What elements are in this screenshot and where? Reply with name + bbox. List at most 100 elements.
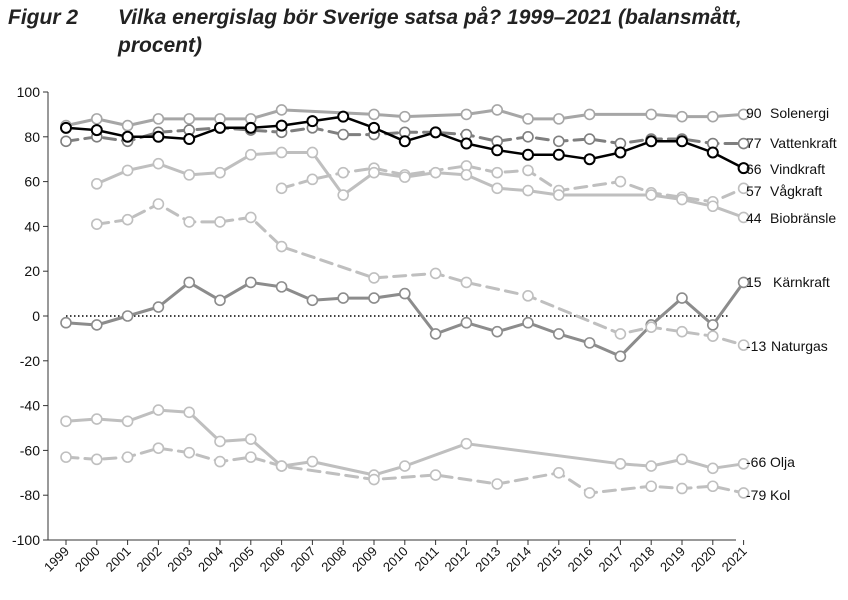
data-point-biobransle: [214, 166, 226, 179]
data-point-naturgas: [91, 218, 103, 230]
data-point-vindkraft: [368, 121, 380, 134]
y-tick-label: 40: [24, 218, 40, 234]
data-point-biobransle: [522, 184, 534, 197]
data-point-naturgas: [429, 267, 442, 280]
data-point-olja: [737, 458, 750, 470]
series-label-naturgas: Naturgas: [771, 338, 828, 354]
data-point-naturgas: [614, 328, 627, 340]
data-point-vindkraft: [737, 162, 750, 175]
data-point-olja: [460, 437, 473, 450]
data-point-biobransle: [245, 148, 257, 161]
data-point-kol: [368, 473, 380, 486]
data-point-kol: [60, 451, 72, 463]
data-point-karnkraft: [706, 319, 719, 331]
series-label-kol: Kol: [770, 487, 790, 503]
data-point-vattenkraft: [737, 137, 750, 150]
x-tick-label: 2016: [565, 544, 596, 575]
data-point-vindkraft: [306, 115, 319, 128]
data-point-naturgas: [275, 240, 288, 253]
data-point-naturgas: [214, 216, 226, 228]
data-point-kol: [706, 480, 719, 493]
data-point-biobransle: [306, 146, 319, 159]
data-point-solenergi: [460, 108, 473, 121]
x-tick-label: 2006: [257, 544, 288, 575]
x-tick-label: 2002: [133, 544, 164, 575]
data-point-biobransle: [91, 178, 103, 190]
x-tick-label: 2019: [657, 544, 688, 575]
data-point-biobransle: [121, 164, 134, 177]
data-point-biobransle: [429, 166, 442, 179]
end-value-olja: -66: [746, 454, 766, 470]
data-point-kol: [275, 460, 288, 472]
data-point-karnkraft: [583, 337, 596, 349]
data-point-vagkraft: [737, 182, 750, 195]
data-point-biobransle: [706, 200, 719, 213]
data-point-karnkraft: [552, 328, 565, 340]
end-value-solenergi: 90: [746, 105, 762, 121]
data-point-olja: [91, 413, 103, 425]
end-value-vattenkraft: 77: [746, 135, 762, 151]
data-point-karnkraft: [306, 294, 319, 307]
data-point-karnkraft: [368, 292, 380, 304]
x-tick-label: 2000: [72, 544, 103, 575]
y-tick-label: -60: [20, 442, 40, 458]
data-point-karnkraft: [429, 328, 442, 340]
data-point-vattenkraft: [60, 135, 72, 148]
data-point-olja: [214, 435, 226, 448]
y-tick-label: 20: [24, 263, 40, 279]
data-point-biobransle: [337, 189, 350, 201]
data-point-biobransle: [183, 169, 195, 181]
data-point-solenergi: [676, 110, 688, 123]
data-point-olja: [706, 462, 719, 475]
data-point-biobransle: [645, 189, 658, 201]
series-line-vagkraft: [280, 164, 746, 204]
series-label-biobransle: Biobränsle: [770, 210, 836, 226]
data-point-vagkraft: [306, 173, 319, 186]
x-tick-label: 2008: [318, 544, 349, 575]
data-point-solenergi: [583, 108, 596, 121]
data-point-karnkraft: [522, 316, 534, 329]
y-tick-label: -100: [12, 532, 40, 548]
data-point-karnkraft: [491, 325, 504, 338]
data-point-naturgas: [737, 339, 750, 351]
data-point-solenergi: [706, 110, 719, 123]
data-point-vindkraft: [552, 148, 565, 161]
end-value-naturgas: -13: [746, 338, 766, 354]
data-point-biobransle: [275, 146, 288, 159]
data-point-kol: [183, 446, 195, 459]
data-point-vindkraft: [183, 133, 196, 146]
series-lines: [64, 108, 746, 495]
data-point-solenergi: [491, 104, 504, 116]
data-point-karnkraft: [245, 276, 257, 289]
data-point-vattenkraft: [337, 128, 350, 141]
end-value-biobransle: 44: [746, 210, 762, 226]
x-tick-label: 2015: [534, 544, 565, 575]
x-tick-label: 2011: [411, 544, 441, 574]
series-label-vindkraft: Vindkraft: [770, 161, 825, 177]
data-point-naturgas: [152, 198, 165, 210]
series-label-solenergi: Solenergi: [770, 105, 829, 121]
data-point-biobransle: [491, 182, 504, 195]
data-point-solenergi: [552, 113, 565, 125]
data-point-naturgas: [676, 325, 688, 338]
data-point-biobransle: [460, 169, 473, 181]
data-point-solenergi: [368, 108, 380, 121]
data-point-naturgas: [121, 213, 134, 226]
data-point-vindkraft: [676, 135, 688, 148]
data-point-biobransle: [737, 211, 750, 224]
data-point-biobransle: [398, 171, 411, 183]
data-point-olja: [121, 415, 134, 428]
data-point-karnkraft: [121, 310, 134, 322]
y-tick-label: 60: [24, 174, 40, 190]
data-point-vagkraft: [275, 182, 288, 195]
data-point-vagkraft: [614, 175, 627, 188]
data-point-karnkraft: [614, 350, 627, 363]
x-tick-label: 2013: [472, 544, 503, 575]
data-point-biobransle: [152, 157, 165, 170]
data-point-vindkraft: [244, 121, 257, 134]
x-tick-label: 2012: [441, 544, 472, 575]
data-point-naturgas: [645, 321, 658, 334]
y-tick-label: 100: [17, 84, 41, 100]
data-point-karnkraft: [91, 319, 103, 331]
